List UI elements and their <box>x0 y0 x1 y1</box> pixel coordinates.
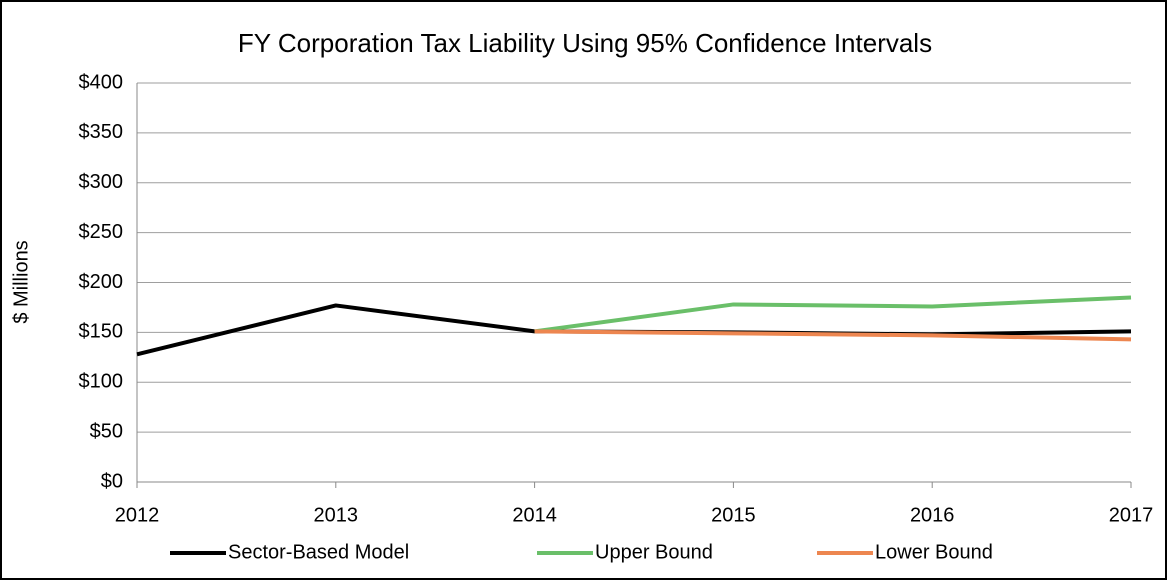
x-tick-label: 2012 <box>115 504 160 526</box>
legend-label: Sector-Based Model <box>228 541 409 563</box>
y-tick-label: $150 <box>79 321 124 343</box>
y-tick-label: $300 <box>79 171 124 193</box>
line-series <box>534 295 1132 334</box>
legend-label: Upper Bound <box>595 541 713 563</box>
y-axis-label: $ Millions <box>10 240 32 323</box>
y-tick-label: $400 <box>79 71 124 93</box>
chart-title: FY Corporation Tax Liability Using 95% C… <box>238 28 932 58</box>
line-series <box>534 329 1132 342</box>
y-tick-label: $200 <box>79 271 124 293</box>
y-tick-label: $350 <box>79 121 124 143</box>
x-tick-label: 2016 <box>910 504 955 526</box>
x-tick-label: 2015 <box>711 504 756 526</box>
legend-label: Lower Bound <box>875 541 993 563</box>
x-tick-label: 2014 <box>512 504 557 526</box>
y-tick-label: $250 <box>79 221 124 243</box>
y-tick-label: $100 <box>79 371 124 393</box>
x-tick-label: 2017 <box>1109 504 1154 526</box>
x-tick-label: 2013 <box>314 504 359 526</box>
y-tick-label: $0 <box>101 470 123 492</box>
y-tick-label: $50 <box>90 420 123 442</box>
